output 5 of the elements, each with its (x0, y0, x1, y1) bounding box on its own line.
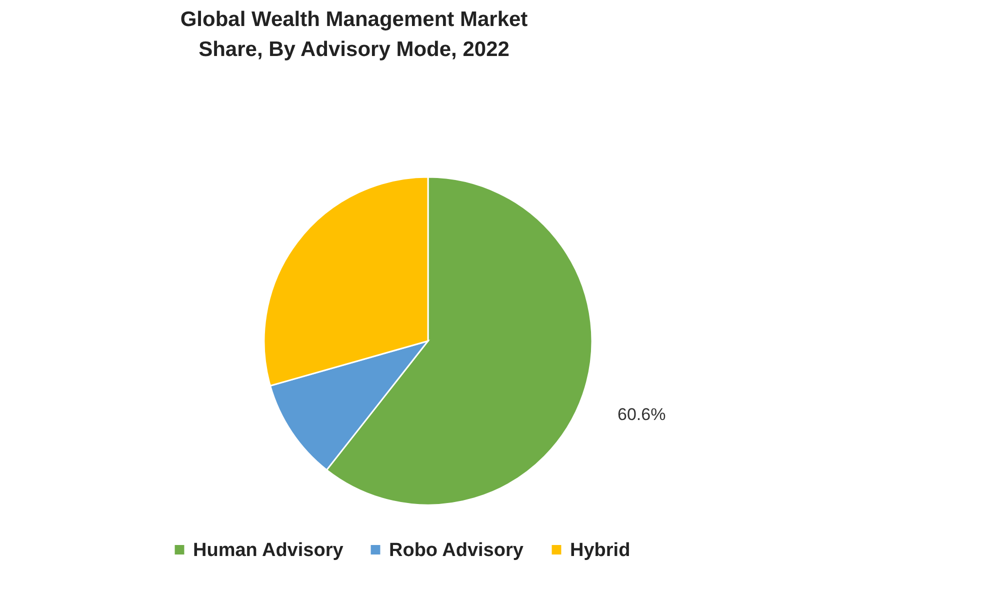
legend-label: Human Advisory (193, 540, 344, 561)
data-label: 60.6% (617, 404, 666, 424)
legend-label: Hybrid (570, 540, 630, 561)
legend-label: Robo Advisory (389, 540, 524, 561)
chart-title: Global Wealth Management Market Share, By Advisory Mode, 2022 (180, 8, 528, 61)
